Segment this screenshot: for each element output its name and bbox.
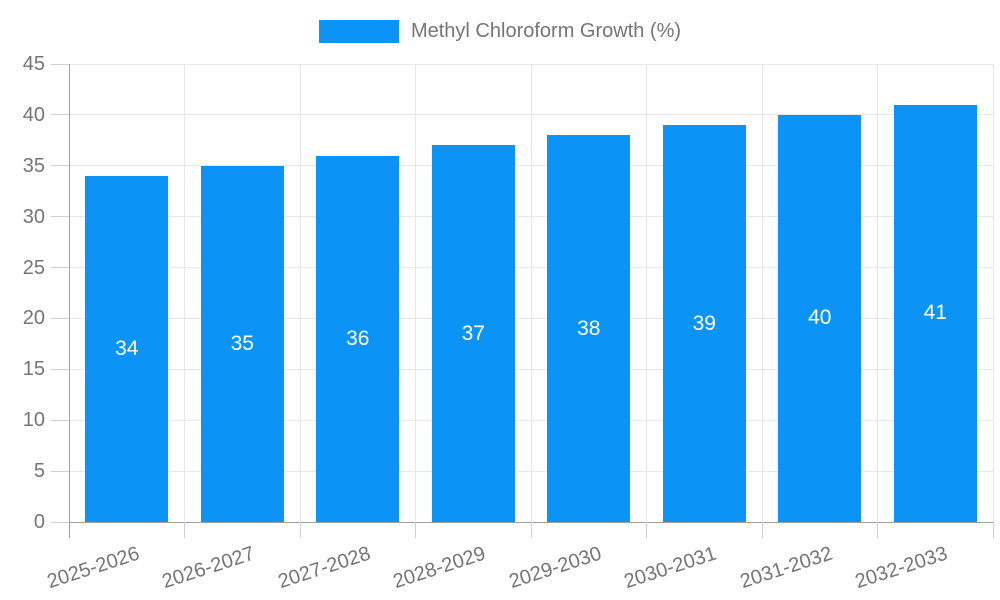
y-tick	[51, 165, 69, 167]
v-gridline	[877, 64, 878, 522]
y-tick	[51, 521, 69, 523]
bar-value-label: 41	[923, 301, 947, 325]
x-tick	[184, 522, 185, 538]
y-tick-label: 35	[22, 154, 45, 177]
y-tick	[51, 267, 69, 269]
y-tick	[51, 63, 69, 65]
bar-value-label: 36	[346, 326, 370, 350]
plot-area: 0 5 10 15 20 25 30 35 40 45 34 35 36 37 38 39 40 41 2025-2…	[23, 53, 994, 593]
x-tick	[877, 522, 878, 538]
y-tick-label: 30	[22, 205, 45, 228]
y-tick-label: 0	[33, 511, 45, 533]
bar[interactable]: 37	[431, 145, 515, 522]
y-tick	[51, 368, 69, 370]
v-gridline	[299, 64, 301, 522]
bar-value-label: 39	[692, 311, 716, 335]
bar[interactable]: 36	[316, 155, 400, 522]
y-tick	[51, 114, 69, 116]
bar-value-label: 37	[461, 321, 485, 345]
y-tick-label: 10	[22, 409, 45, 432]
x-tick	[646, 522, 647, 538]
bar[interactable]: 39	[662, 125, 746, 522]
bar-value-label: 35	[230, 331, 254, 355]
bar[interactable]: 35	[200, 165, 284, 522]
y-axis-line	[68, 64, 70, 522]
bar-value-label: 38	[577, 316, 601, 340]
legend-label: Methyl Chloroform Growth (%)	[410, 19, 682, 42]
y-tick	[51, 470, 69, 472]
y-tick	[51, 216, 69, 218]
x-tick	[415, 522, 416, 538]
legend-swatch	[318, 19, 399, 43]
legend[interactable]: Methyl Chloroform Growth (%)	[0, 16, 1000, 46]
bar[interactable]: 34	[85, 175, 169, 522]
v-gridline	[646, 64, 647, 522]
y-tick-label: 45	[22, 53, 45, 75]
y-tick-label: 15	[22, 358, 45, 381]
bar-value-label: 40	[808, 306, 832, 330]
bar-value-label: 34	[115, 336, 139, 360]
v-gridline	[761, 64, 763, 522]
y-tick-label: 40	[22, 103, 45, 126]
v-gridline	[530, 64, 532, 522]
x-tick	[68, 522, 70, 538]
x-tick	[992, 522, 994, 538]
x-tick	[530, 522, 532, 538]
y-tick-label: 20	[22, 307, 45, 330]
bar[interactable]: 38	[547, 135, 631, 522]
x-tick	[299, 522, 301, 538]
y-tick-label: 5	[33, 460, 45, 483]
bar[interactable]: 41	[893, 104, 977, 522]
x-tick	[761, 522, 763, 538]
y-tick	[51, 317, 69, 319]
y-tick	[51, 419, 69, 421]
v-gridline	[184, 64, 185, 522]
bar[interactable]: 40	[778, 114, 862, 522]
v-gridline	[415, 64, 416, 522]
y-tick-label: 25	[22, 256, 45, 279]
v-gridline	[992, 64, 994, 522]
